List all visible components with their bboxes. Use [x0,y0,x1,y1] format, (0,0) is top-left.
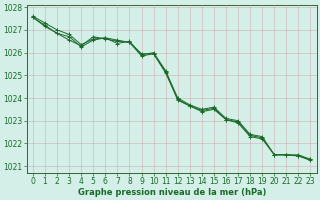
X-axis label: Graphe pression niveau de la mer (hPa): Graphe pression niveau de la mer (hPa) [77,188,266,197]
